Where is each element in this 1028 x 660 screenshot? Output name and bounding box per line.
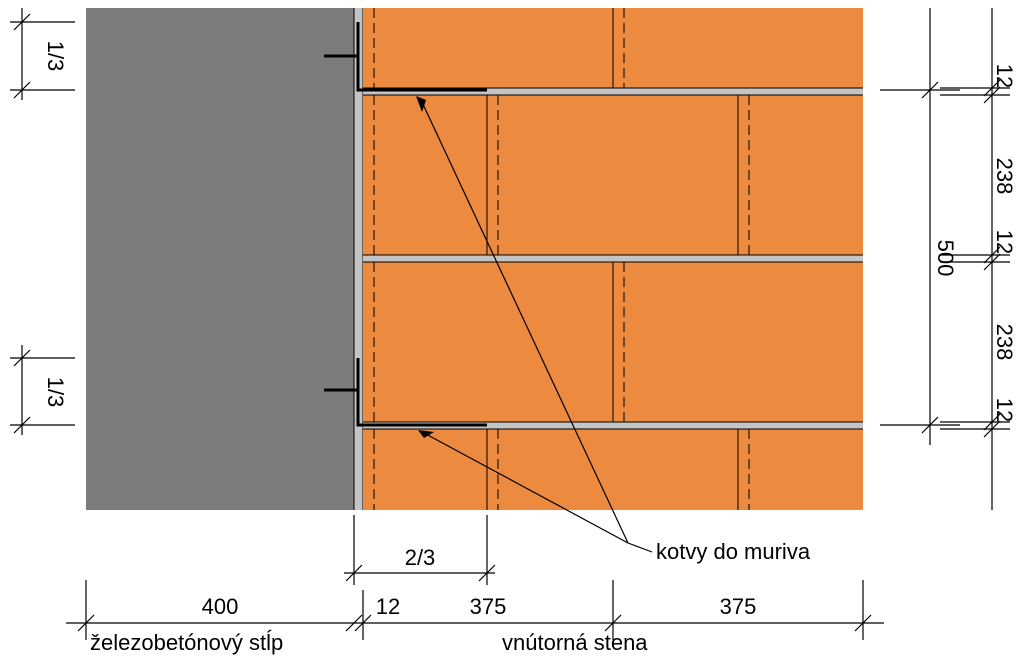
anchor-leader-lines [416,96,653,553]
joint-middle-dim: 12 [992,230,1017,254]
anchor-length-dim-text: 2/3 [405,545,436,570]
anchors-label: kotvy do muriva [656,539,811,564]
wall-label: vnútorná stena [502,630,648,655]
brick-length-2-dim: 375 [720,594,757,619]
column-label: železobetónový stĺp [90,630,283,655]
left-anchor-offset-dims [10,8,75,435]
anchor-top [324,22,487,92]
anchor-offset-top-dim: 1/3 [43,41,68,72]
bottom-dim-chain [66,580,884,640]
anchor-bottom [324,358,487,427]
right-overall-dim [880,8,960,445]
brick-height-1-dim: 238 [992,158,1017,195]
concrete-column [86,8,354,510]
brick-height-2-dim: 238 [992,324,1017,361]
brick-length-1-dim: 375 [470,594,507,619]
right-detail-dims [940,8,1010,510]
joint-width-dim: 12 [376,594,400,619]
overall-height-dim: 500 [933,240,958,277]
column-width-dim: 400 [202,594,239,619]
anchor-offset-bottom-dim: 1/3 [43,377,68,408]
joint-bottom-dim: 12 [992,398,1017,422]
anchor-length-dim [344,515,496,585]
joint-top-dim: 12 [992,64,1017,88]
vertical-head-joints [373,8,750,510]
column-wall-joint [354,8,363,510]
